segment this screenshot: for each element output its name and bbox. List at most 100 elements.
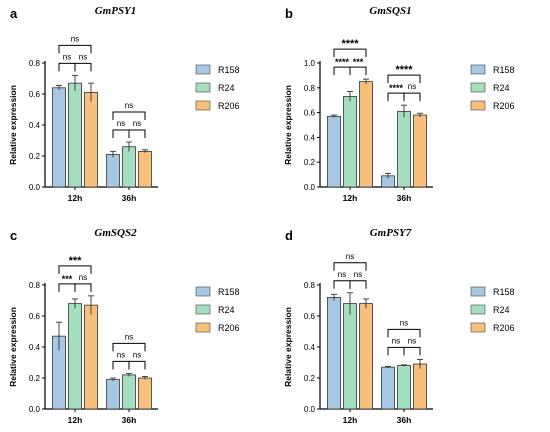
y-tick-label: 0.8 [304, 281, 316, 290]
significance-label: **** [341, 38, 359, 50]
bar-R24-36h [122, 374, 136, 410]
bar-R24-36h [397, 365, 411, 410]
significance-bracket [333, 262, 367, 271]
chart-panel-b: b GmSQS1 Relative expression 0.0 0.2 0.4 0.6 0.… [283, 5, 515, 203]
significance-bracket [333, 280, 351, 289]
x-tick-label: 12h [68, 415, 83, 425]
chart-title: GmPSY1 [95, 5, 137, 17]
significance-label: **** [389, 83, 404, 93]
significance-label: ns [79, 52, 87, 61]
significance-label: ns [338, 270, 346, 279]
significance-bracket [112, 111, 146, 121]
x-tick-label: 36h [122, 193, 137, 203]
significance-bracket [387, 74, 421, 84]
significance-bracket [387, 346, 405, 356]
y-tick-label: 0.6 [304, 109, 316, 118]
significance-bracket [58, 265, 92, 274]
legend-label: R158 [218, 65, 240, 75]
significance-bracket [128, 129, 146, 139]
significance-bracket [349, 280, 367, 289]
significance-bracket [333, 66, 351, 76]
significance-label: *** [353, 57, 364, 67]
y-tick-label: 0.2 [29, 152, 41, 161]
x-tick-label: 12h [343, 193, 358, 203]
significance-bracket [58, 44, 92, 54]
y-axis-label: Relative expression [8, 307, 18, 387]
y-tick-label: 0.2 [304, 158, 316, 167]
panel-letter: b [285, 6, 293, 21]
bar-R206-12h [84, 92, 98, 188]
significance-label: ns [117, 119, 125, 128]
bar-R24-12h [343, 96, 357, 188]
significance-label: ns [354, 270, 362, 279]
y-tick-label: 0.8 [304, 84, 316, 93]
significance-label: ns [125, 101, 133, 110]
chart-title: GmSQS2 [94, 227, 137, 239]
significance-bracket [74, 283, 92, 292]
bar-R206-36h [138, 150, 152, 188]
legend-label: R206 [493, 323, 515, 333]
significance-label: ns [133, 350, 141, 359]
significance-bracket [403, 346, 421, 356]
x-tick-label: 36h [122, 415, 137, 425]
legend-label: R24 [493, 305, 510, 315]
x-tick-label: 36h [397, 193, 412, 203]
y-tick-label: 1.0 [304, 59, 316, 68]
significance-label: ns [71, 34, 79, 43]
significance-label: ns [400, 318, 408, 327]
legend-label: R206 [493, 101, 515, 111]
significance-label: ns [392, 336, 400, 345]
legend-label: R158 [218, 287, 240, 297]
significance-label: *** [69, 255, 83, 267]
bar-R24-36h [122, 146, 136, 188]
bar-R158-12h [327, 297, 341, 410]
bar-R206-12h [84, 304, 98, 410]
y-tick-label: 0.8 [29, 59, 41, 68]
bar-R206-36h [413, 114, 427, 188]
legend-swatch [195, 64, 211, 75]
bar-R158-12h [327, 115, 341, 188]
significance-bracket [74, 62, 92, 72]
bar-R206-12h [359, 303, 373, 410]
panel-letter: a [10, 6, 18, 21]
legend-label: R206 [218, 101, 240, 111]
y-tick-label: 0.4 [29, 343, 41, 352]
significance-label: ns [133, 119, 141, 128]
x-tick-label: 12h [343, 415, 358, 425]
bar-R158-12h [52, 87, 66, 188]
y-tick-label: 0.6 [304, 312, 316, 321]
x-tick-label: 36h [397, 415, 412, 425]
significance-bracket [58, 62, 76, 72]
significance-label: ns [79, 273, 87, 282]
y-tick-label: 0.0 [29, 183, 41, 192]
significance-bracket [112, 129, 130, 139]
legend-swatch [470, 322, 486, 333]
legend-swatch [470, 82, 486, 93]
bar-R206-36h [138, 377, 152, 410]
significance-label: **** [395, 64, 413, 76]
bar-R158-36h [106, 154, 120, 188]
y-tick-label: 0.0 [304, 405, 316, 414]
bar-R158-36h [106, 379, 120, 410]
bar-R206-12h [359, 81, 373, 188]
bar-R24-36h [397, 110, 411, 188]
chart-panel-a: a GmPSY1 Relative expression 0.0 0.2 0.4 0.6 0.… [8, 5, 240, 203]
legend-swatch [470, 286, 486, 297]
significance-label: ns [346, 252, 354, 261]
y-tick-label: 0.2 [304, 374, 316, 383]
significance-bracket [387, 328, 421, 338]
significance-label: ns [125, 332, 133, 341]
legend-swatch [195, 322, 211, 333]
significance-bracket [333, 48, 367, 58]
bar-R24-12h [68, 303, 82, 410]
y-tick-label: 0.4 [304, 133, 316, 142]
chart-title: GmPSY7 [370, 227, 412, 239]
legend-label: R24 [218, 83, 235, 93]
y-tick-label: 0.4 [29, 121, 41, 130]
legend-swatch [195, 286, 211, 297]
legend-label: R158 [493, 65, 515, 75]
chart-panel-c: c GmSQS2 Relative expression 0.0 0.2 0.4 0.6 0.… [8, 227, 240, 425]
legend-label: R158 [493, 287, 515, 297]
y-tick-label: 0.6 [29, 312, 41, 321]
legend-label: R24 [493, 83, 510, 93]
